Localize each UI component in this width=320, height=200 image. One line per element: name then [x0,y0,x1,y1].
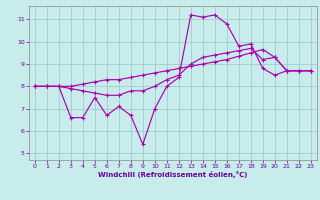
X-axis label: Windchill (Refroidissement éolien,°C): Windchill (Refroidissement éolien,°C) [98,171,247,178]
